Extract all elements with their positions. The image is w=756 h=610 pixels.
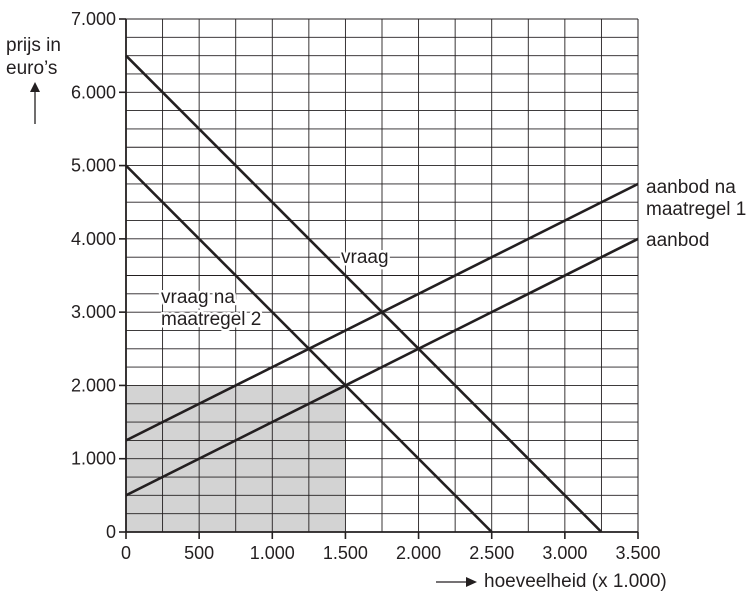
y-tick-label: 0 (106, 522, 116, 542)
y-tick-label: 5.000 (71, 156, 116, 176)
line-label-text: maatregel 2 (161, 309, 261, 330)
x-tick-label: 0 (121, 543, 131, 563)
y-axis-arrow-head-icon (30, 82, 40, 92)
axis-arrows (30, 82, 477, 587)
line-label: aanbod (646, 230, 709, 251)
grid (126, 18, 639, 532)
y-tick-label: 2.000 (71, 375, 116, 395)
y-tick-label: 1.000 (71, 449, 116, 469)
x-tick-label: 1.500 (323, 543, 368, 563)
x-tick-label: 2.000 (396, 543, 441, 563)
line-label-text: vraag na (161, 287, 235, 308)
x-tick-label: 1.000 (250, 543, 295, 563)
line-label-text: aanbod (646, 230, 709, 251)
tick-labels: 0 1.000 2.000 3.000 4.000 5.000 6.000 7.000 0 500… (71, 9, 661, 563)
x-axis-label: hoeveelheid (x 1.000) (484, 571, 667, 592)
x-tick-label: 3.500 (615, 543, 660, 563)
x-axis-arrow-head-icon (466, 577, 477, 587)
axes (119, 18, 639, 539)
y-tick-label: 6.000 (71, 82, 116, 102)
y-tick-label: 3.000 (71, 302, 116, 322)
x-tick-label: 3.000 (542, 543, 587, 563)
line-label: vraag (339, 245, 392, 271)
line-label-text: vraag (341, 247, 389, 268)
x-tick-label: 500 (184, 543, 214, 563)
y-axis-label-line-1: prijs in (6, 35, 61, 56)
line-label-text: maatregel 1 (646, 199, 746, 220)
y-tick-label: 4.000 (71, 229, 116, 249)
y-axis-label: prijs in euro’s (6, 34, 61, 80)
series-line-vraag (125, 54, 603, 533)
series-line-aanbod (125, 237, 639, 497)
line-label-text: aanbod na (646, 177, 736, 198)
series-lines (125, 54, 639, 533)
series-line-aanbod-na-maatregel-1 (125, 182, 639, 442)
y-tick-label: 7.000 (71, 9, 116, 29)
y-axis-label-line-2: euro’s (6, 58, 58, 79)
x-tick-label: 2.500 (469, 543, 514, 563)
